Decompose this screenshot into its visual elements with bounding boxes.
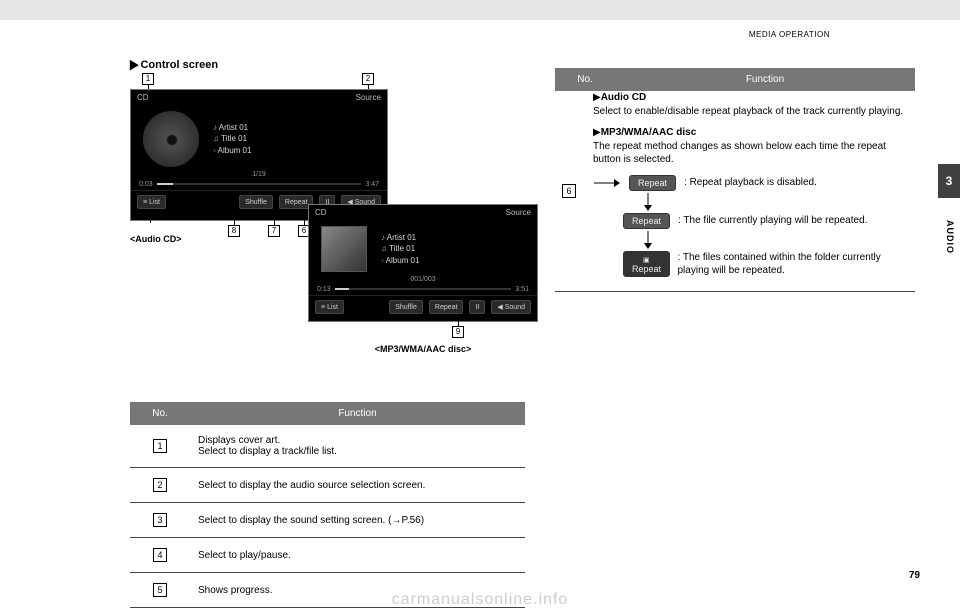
shot-a-source-label: CD [137, 93, 149, 102]
table-row: 4 Select to play/pause. [130, 538, 525, 573]
arrow-down-icon [593, 231, 915, 251]
mp3-heading: MP3/WMA/AAC disc [601, 127, 697, 138]
arrow-right-icon [593, 176, 621, 190]
edge-tab-chapter-label: AUDIO [938, 210, 960, 264]
table-row: 2 Select to display the audio source sele… [130, 468, 525, 503]
track-info: ♪ Artist 01 ♫ Title 01 ◦ Album 01 [213, 122, 251, 156]
th-no: No. [555, 68, 615, 91]
mp3-desc: The repeat method changes as shown below… [593, 141, 886, 166]
no-box: 4 [153, 548, 167, 562]
shot-b-source-label: CD [315, 208, 327, 217]
callout-1: 1 [142, 73, 154, 85]
control-screen-label: Control screen [140, 59, 218, 71]
repeat-state-text: : Repeat playback is disabled. [684, 176, 817, 189]
track-count: 1/19 [131, 171, 387, 180]
audio-cd-heading: Audio CD [601, 92, 647, 103]
row-no: 2 [130, 468, 190, 503]
row-text: Displays cover art.Select to display a t… [190, 425, 525, 468]
table-row: 1 Displays cover art.Select to display a … [130, 425, 525, 468]
screenshot-audio-cd: CD Source ♪ Artist 01 ♫ Title 01 ◦ Album… [130, 89, 388, 221]
arrow-down-icon [593, 193, 915, 213]
callout-9: 9 [452, 326, 464, 338]
row-text: Select to display the audio source selec… [190, 468, 525, 503]
shot-b-source-btn: Source [506, 208, 531, 217]
track-count: 001/003 [309, 276, 537, 285]
row-no: 4 [130, 538, 190, 573]
table-row: 3 Select to display the sound setting scr… [130, 503, 525, 538]
shuffle-button: Shuffle [239, 195, 273, 209]
audio-cd-desc: Select to enable/disable repeat playback… [593, 106, 903, 117]
control-screen-heading: ▶Control screen [130, 58, 525, 71]
no-box: 1 [153, 439, 167, 453]
repeat-state-text: : The file currently playing will be rep… [678, 214, 867, 227]
progress-bar: 0:03 3:47 [139, 181, 379, 187]
repeat-state-button: ▣ Repeat [623, 251, 670, 277]
th-no: No. [130, 402, 190, 425]
shot-a-source-btn: Source [356, 93, 381, 102]
callout-lead [274, 213, 275, 225]
right-column: No. Function 6 ▶Audio CD Select to enabl… [555, 58, 915, 292]
function-table-right: No. Function [555, 68, 915, 91]
function-table-left: No. Function 1 Displays cover art.Select … [130, 402, 525, 608]
edge-tab-chapter-number: 3 [938, 164, 960, 198]
progress-bar: 0:13 3:51 [317, 286, 529, 292]
list-button: ≡ List [315, 300, 344, 314]
caption-mp3: <MP3/WMA/AAC disc> [308, 344, 538, 354]
progress-track [335, 288, 512, 290]
disc-icon [143, 111, 199, 167]
shuffle-button: Shuffle [389, 300, 423, 314]
sound-button: ◀ Sound [491, 300, 531, 314]
th-function: Function [615, 68, 915, 91]
section-title: MEDIA OPERATION [749, 30, 830, 39]
repeat-state-button: Repeat [623, 213, 670, 229]
no-box: 3 [153, 513, 167, 527]
screenshot-mp3: CD Source ♪ Artist 01 ♫ Title 01 ◦ Album… [308, 204, 538, 322]
left-column: ▶Control screen 1 2 CD Source ♪ Artist 0 [130, 58, 525, 245]
row-text: Select to play/pause. [190, 538, 525, 573]
th-function: Function [190, 402, 525, 425]
no-box: 2 [153, 478, 167, 492]
list-button: ≡ List [137, 195, 166, 209]
callout-lead [234, 213, 235, 225]
triangle-icon: ▶ [130, 57, 138, 73]
row-text: Select to display the sound setting scre… [190, 503, 525, 538]
no-6-box: 6 [562, 184, 576, 198]
row-no: 1 [130, 425, 190, 468]
repeat-button: Repeat [429, 300, 464, 314]
watermark: carmanualsonline.info [0, 591, 960, 609]
pause-button: II [469, 300, 485, 314]
callout-lead [304, 213, 305, 225]
track-info: ♪ Artist 01 ♫ Title 01 ◦ Album 01 [381, 232, 419, 266]
repeat-state-button: Repeat [629, 175, 676, 191]
callout-lead [150, 213, 151, 223]
top-gray-band [0, 0, 960, 20]
progress-track [157, 183, 362, 185]
audio-cd-block: ▶Audio CD Select to enable/disable repea… [593, 91, 915, 118]
divider [555, 291, 915, 292]
row-no: 3 [130, 503, 190, 538]
manual-page: MEDIA OPERATION 3 AUDIO ▶Control screen … [0, 0, 960, 611]
cover-art-icon [321, 226, 367, 272]
mp3-block: ▶MP3/WMA/AAC disc The repeat method chan… [593, 126, 915, 167]
callout-2: 2 [362, 73, 374, 85]
callout-lead [458, 316, 459, 326]
repeat-flow: Repeat : Repeat playback is disabled. Re… [593, 175, 915, 277]
repeat-state-text: : The files contained within the folder … [678, 251, 916, 277]
page-number: 79 [909, 570, 920, 581]
caption-audio-cd: <Audio CD> [130, 234, 280, 244]
